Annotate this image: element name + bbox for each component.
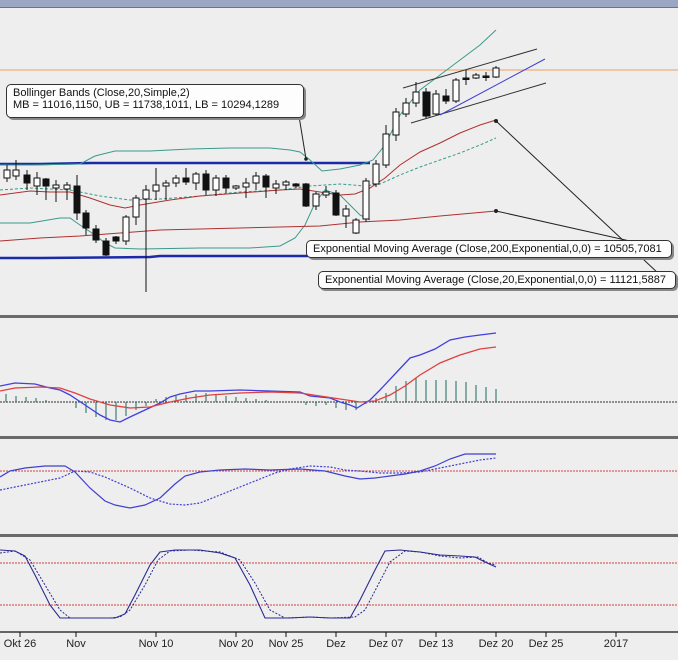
oscillator-panel	[0, 453, 678, 509]
x-tick-label: Dez 25	[528, 638, 564, 650]
ema-20-line[interactable]	[0, 119, 497, 209]
panel-separator[interactable]	[0, 436, 678, 439]
ema-20-label[interactable]: Exponential Moving Average (Close,20,Exp…	[318, 271, 676, 289]
price-panel	[0, 29, 678, 292]
x-tick-label: Dez 20	[478, 638, 514, 650]
x-tick-label: Nov	[66, 638, 86, 650]
trend-line[interactable]	[439, 58, 546, 116]
x-tick-label: Dez	[326, 638, 346, 650]
candlesticks[interactable]	[3, 66, 500, 292]
oscillator-signal-line[interactable]	[0, 457, 497, 506]
x-axis	[0, 631, 678, 637]
x-tick-label: Dez 07	[368, 638, 404, 650]
support-line[interactable]	[0, 254, 310, 260]
trend-channel-upper[interactable]	[402, 48, 538, 89]
macd-histogram[interactable]	[5, 378, 497, 420]
trend-channel-lower[interactable]	[410, 82, 547, 124]
window-title-bar	[0, 0, 678, 8]
stochastic-d-line[interactable]	[0, 549, 497, 619]
ema-200-label-text: Exponential Moving Average (Close,200,Ex…	[313, 243, 662, 255]
bollinger-bands-label[interactable]: Bollinger Bands (Close,20,Simple,2) MB =…	[6, 84, 304, 118]
bollinger-upper-band[interactable]	[0, 29, 497, 172]
bollinger-label-title: Bollinger Bands (Close,20,Simple,2)	[13, 87, 190, 99]
ema-20-label-text: Exponential Moving Average (Close,20,Exp…	[325, 274, 666, 286]
x-tick-label: Nov 10	[138, 638, 174, 650]
macd-signal-line[interactable]	[0, 346, 497, 409]
bollinger-middle-band[interactable]	[0, 137, 497, 201]
x-tick-label: Nov 20	[218, 638, 254, 650]
x-tick-label: 2017	[603, 638, 629, 650]
macd-panel	[0, 332, 678, 423]
x-tick-label: Okt 26	[3, 638, 37, 650]
x-tick-label: Dez 13	[418, 638, 454, 650]
stochastic-panel	[0, 549, 678, 619]
ema20-label-pointer	[495, 120, 677, 291]
oscillator-line[interactable]	[0, 453, 496, 509]
x-tick-label: Nov 25	[268, 638, 304, 650]
bollinger-label-pointer	[297, 109, 307, 160]
stochastic-k-line[interactable]	[0, 549, 497, 619]
ema-200-line[interactable]	[0, 210, 497, 242]
panel-separator[interactable]	[0, 315, 678, 318]
macd-line[interactable]	[0, 332, 497, 423]
panel-separator[interactable]	[0, 534, 678, 537]
resistance-line[interactable]	[0, 161, 370, 166]
bollinger-label-values: MB = 11016,1150, UB = 11738,1011, LB = 1…	[13, 99, 280, 111]
ema-200-label[interactable]: Exponential Moving Average (Close,200,Ex…	[306, 240, 672, 258]
